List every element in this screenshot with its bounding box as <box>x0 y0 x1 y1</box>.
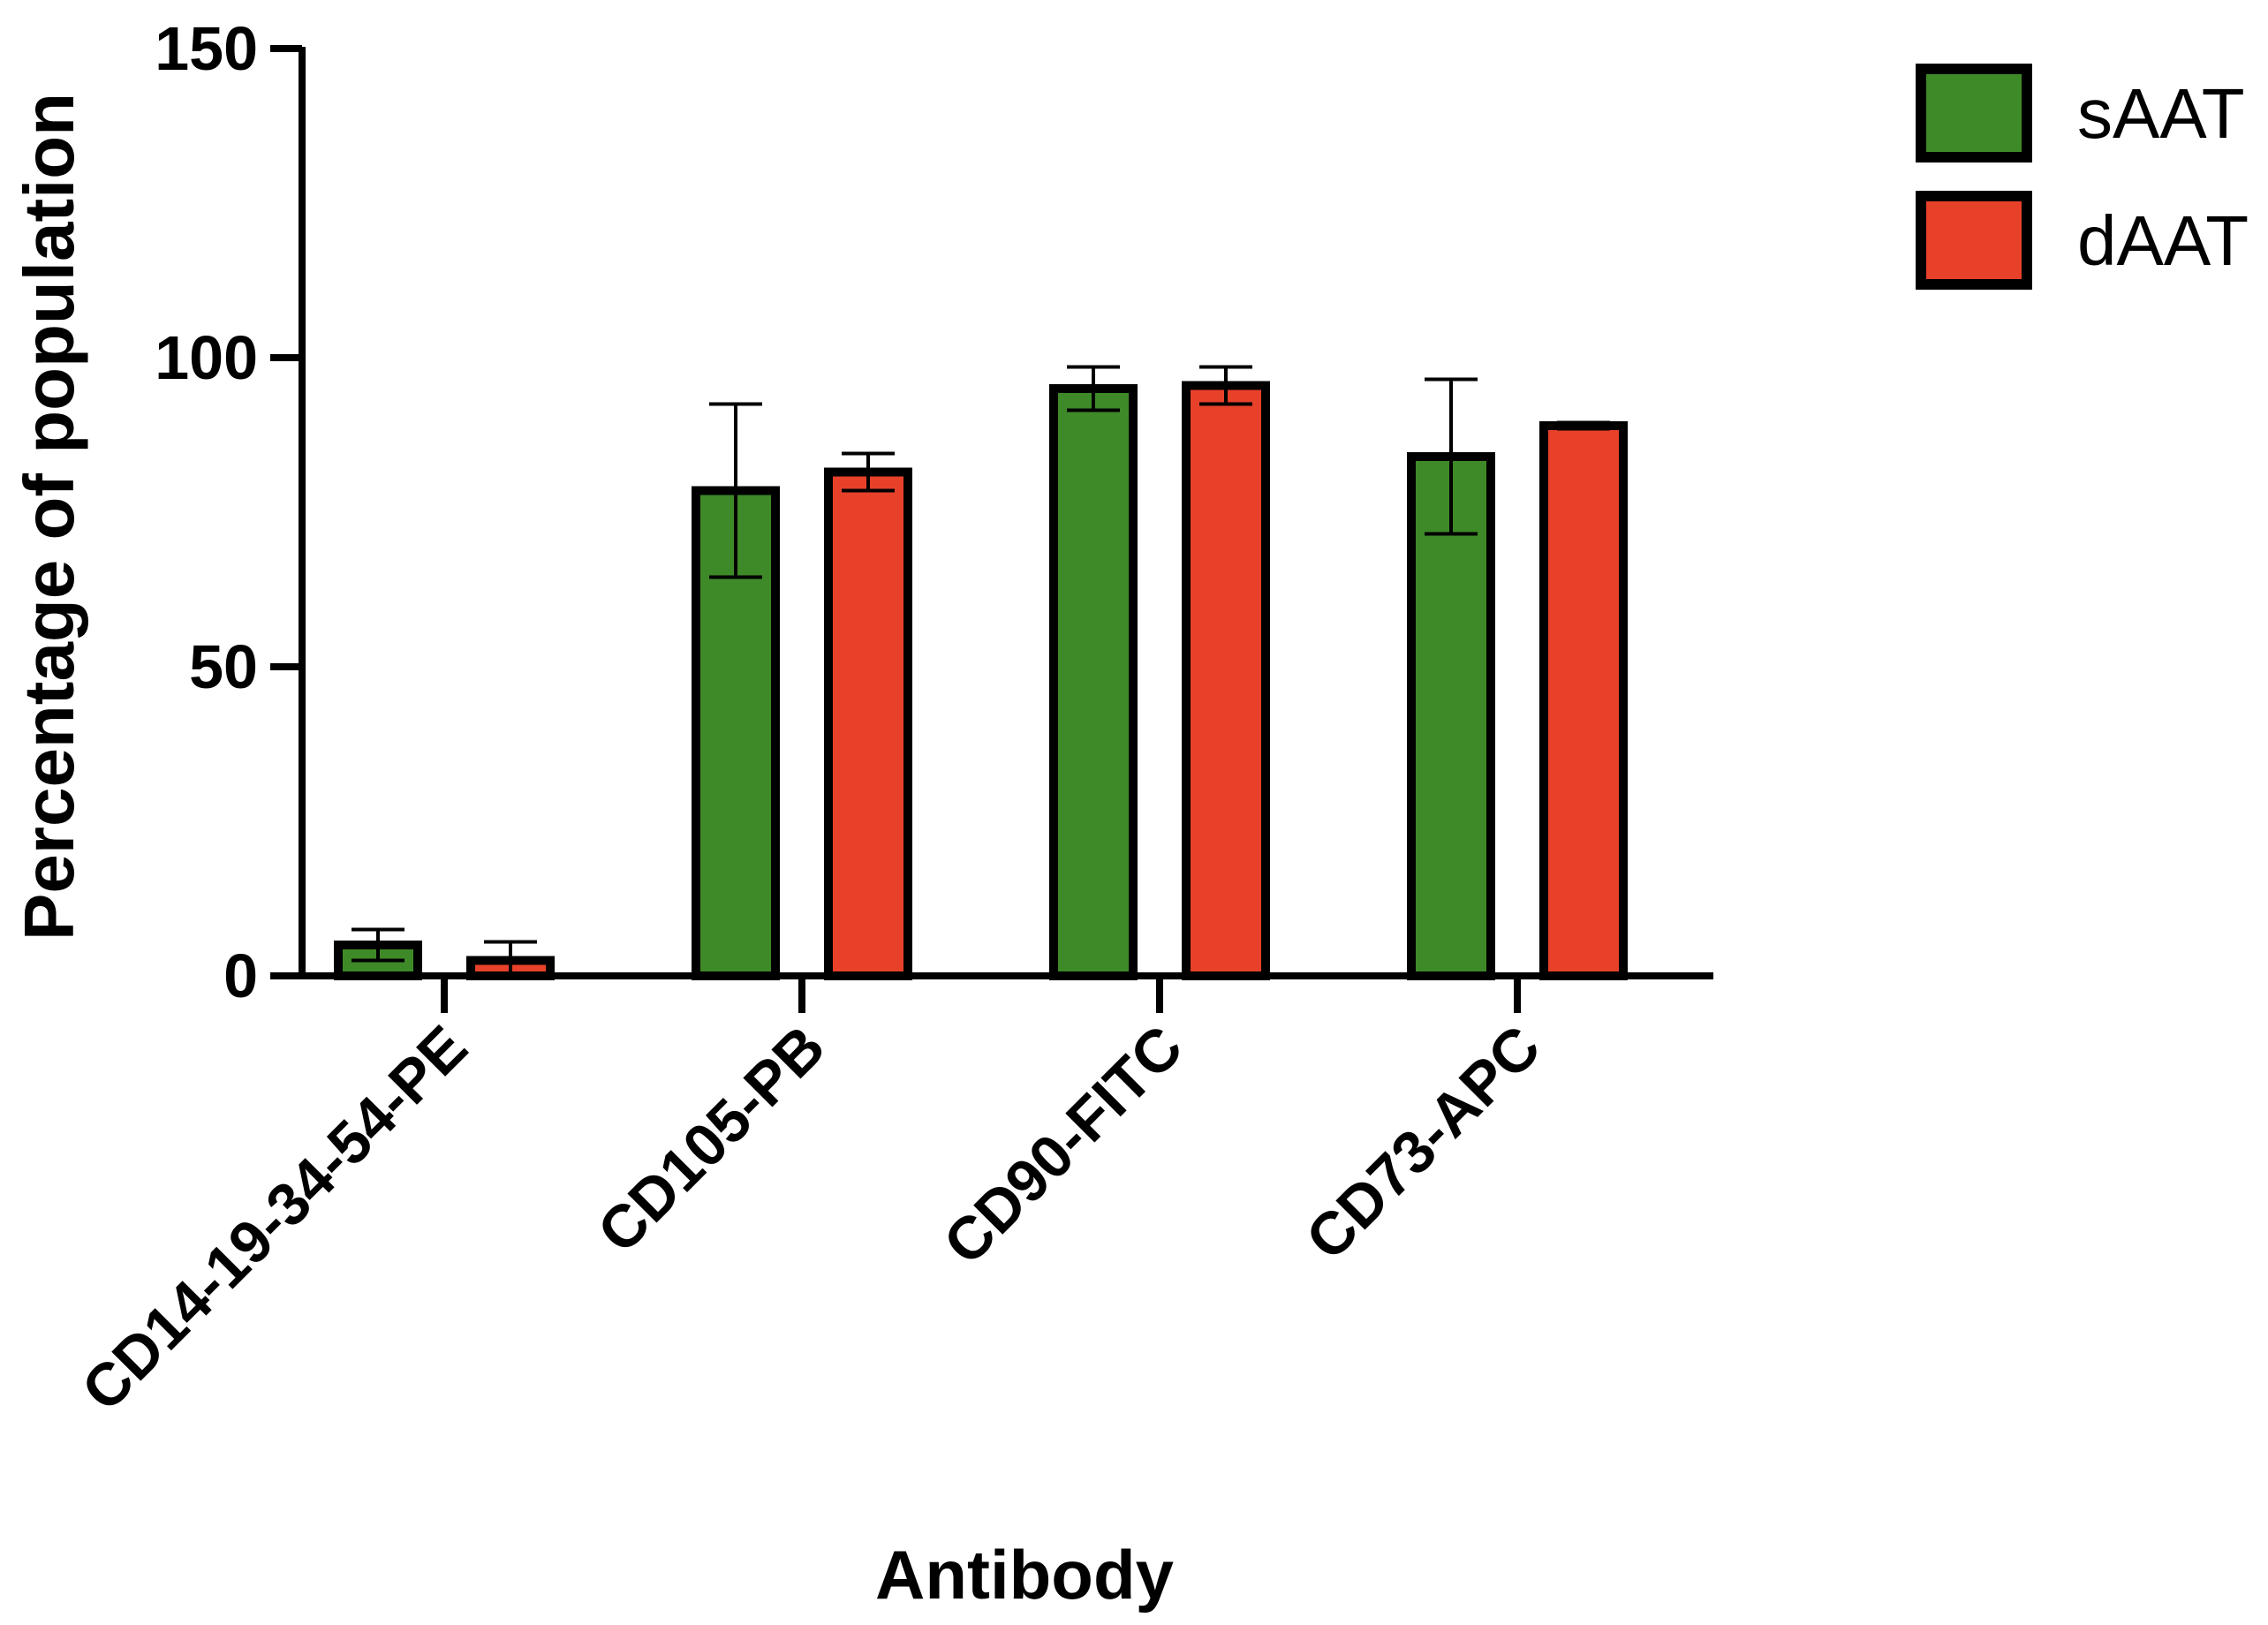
x-axis-label: Antibody <box>875 1536 1174 1614</box>
legend-swatch-sAAT <box>1916 64 2032 162</box>
bar-sAAT <box>1049 384 1138 980</box>
y-tick-label: 150 <box>155 14 258 83</box>
y-tick-label: 50 <box>189 632 258 701</box>
legend-swatch-dAAT <box>1916 191 2032 290</box>
y-axis-label: Percentage of population <box>10 93 88 941</box>
y-tick-label: 100 <box>155 323 258 392</box>
x-tick-label: CD90-FITC <box>931 1013 1196 1278</box>
bar-dAAT <box>824 467 912 980</box>
x-tick-label: CD105-PB <box>585 1013 837 1266</box>
bars-layer <box>334 365 1628 980</box>
legend: sAAT dAAT <box>1916 64 2249 290</box>
bar-dAAT <box>1539 421 1628 980</box>
y-tick-label: 0 <box>223 941 258 1010</box>
x-tick-label: CD73-APC <box>1293 1013 1553 1273</box>
x-tick-label: CD14-19-34-54-PE <box>69 1013 480 1424</box>
legend-label-sAAT: sAAT <box>2077 74 2245 153</box>
bar-dAAT <box>1182 381 1270 980</box>
legend-label-dAAT: dAAT <box>2077 201 2249 280</box>
